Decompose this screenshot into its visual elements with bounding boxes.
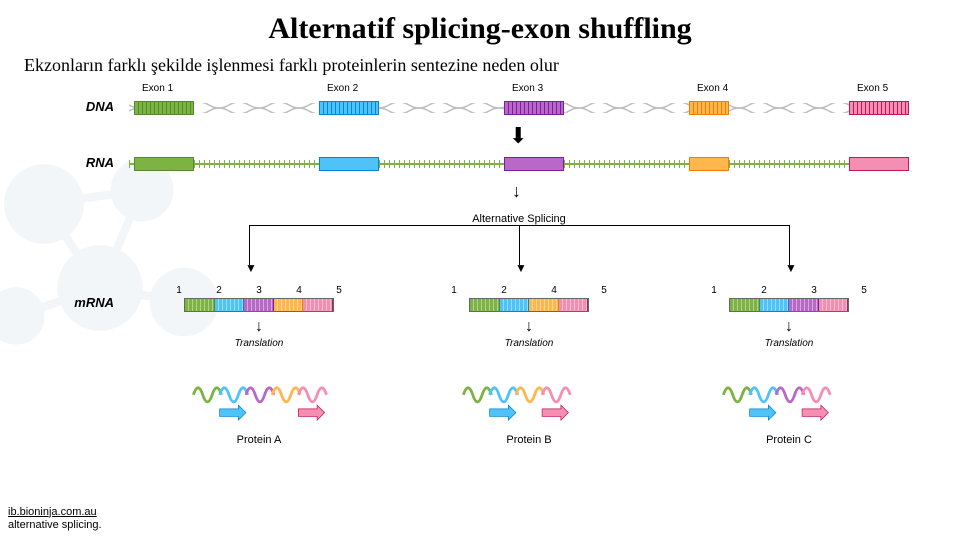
exon-label: Exon 4 xyxy=(697,83,728,94)
page-title: Alternatif splicing-exon shuffling xyxy=(24,12,936,46)
protein-structure xyxy=(714,355,864,430)
arrow-dna-rna: ⬇ xyxy=(509,123,527,149)
translation-label: Translation xyxy=(689,338,889,349)
rna-exon xyxy=(134,157,194,171)
rna-exon xyxy=(689,157,729,171)
mrna-variant: 12345↓TranslationProtein A xyxy=(159,285,359,446)
dna-exon xyxy=(319,101,379,115)
rna-exon xyxy=(319,157,379,171)
protein-name: Protein A xyxy=(159,434,359,446)
exon-label: Exon 5 xyxy=(857,83,888,94)
translation-label: Translation xyxy=(159,338,359,349)
splicing-diagram: DNA Exon 1Exon 2Exon 3Exon 4Exon 5 ⬇ RNA… xyxy=(69,85,934,485)
mrna-label: mRNA xyxy=(64,295,114,310)
protein-name: Protein C xyxy=(689,434,889,446)
rna-exon xyxy=(849,157,909,171)
source-link[interactable]: ib.bioninja.com.au xyxy=(8,506,97,518)
split-branches: Alternative Splicing ▼ ▼ ▼ xyxy=(129,215,909,275)
protein-structure xyxy=(454,355,604,430)
exon-label: Exon 2 xyxy=(327,83,358,94)
dna-exon xyxy=(689,101,729,115)
dna-row: Exon 1Exon 2Exon 3Exon 4Exon 5 xyxy=(129,97,909,119)
mrna-variant: 1245↓TranslationProtein B xyxy=(429,285,629,446)
subtitle: Ekzonların farklı şekilde işlenmesi fark… xyxy=(24,54,936,77)
exon-label: Exon 1 xyxy=(142,83,173,94)
source-citation: ib.bioninja.com.au alternative splicing. xyxy=(8,506,102,532)
arrow-rna-split: ↓ xyxy=(512,181,521,202)
protein-name: Protein B xyxy=(429,434,629,446)
mrna-variant: 1235↓TranslationProtein C xyxy=(689,285,889,446)
protein-structure xyxy=(184,355,334,430)
dna-exon xyxy=(134,101,194,115)
dna-exon xyxy=(849,101,909,115)
exon-label: Exon 3 xyxy=(512,83,543,94)
alt-splicing-label: Alternative Splicing xyxy=(466,213,572,225)
dna-exon xyxy=(504,101,564,115)
rna-label: RNA xyxy=(64,155,114,170)
translation-label: Translation xyxy=(429,338,629,349)
rna-row xyxy=(129,155,909,173)
rna-exon xyxy=(504,157,564,171)
dna-label: DNA xyxy=(64,99,114,114)
